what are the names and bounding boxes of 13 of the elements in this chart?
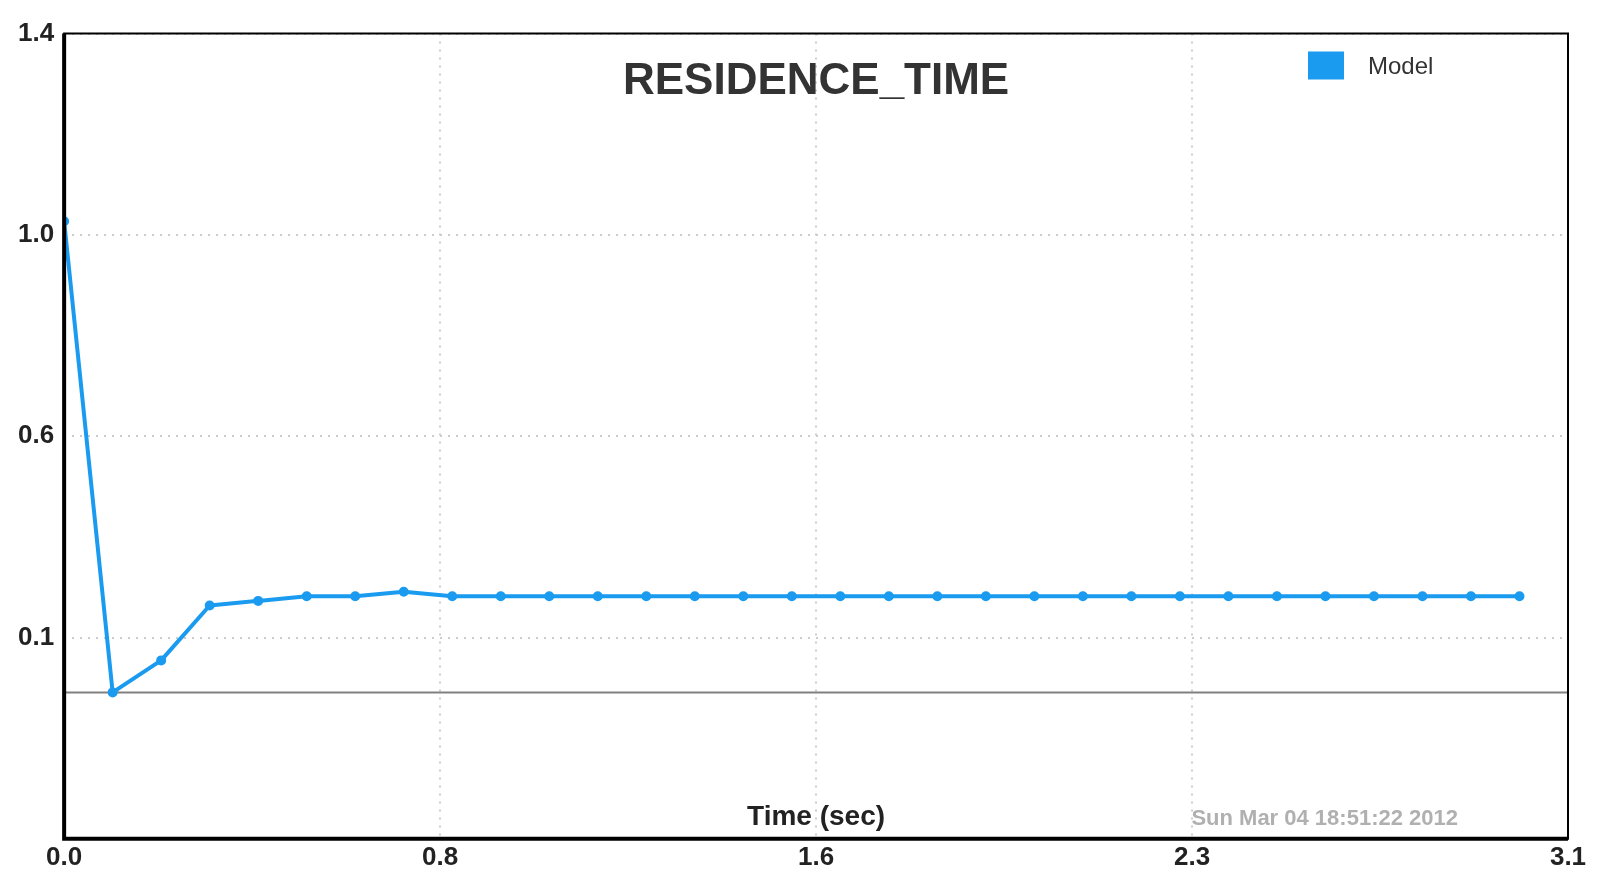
legend-label: Model	[1368, 51, 1434, 79]
x-tick-label: 2.3	[1173, 840, 1211, 871]
y-tick-label: 1.0	[17, 218, 55, 249]
y-tick-label: 0.1	[17, 620, 55, 651]
x-axis-title: Time (sec)	[747, 799, 886, 831]
x-tick-label: 3.1	[1549, 840, 1587, 871]
y-tick-label: 1.4	[17, 16, 55, 47]
annotation: Sun Mar 04 18:51:22 2012	[1191, 804, 1458, 830]
text: RESIDENCE_TIME	[622, 53, 1010, 103]
x-tick-label: 0.8	[422, 840, 459, 871]
x-tick-label: 0.0	[46, 840, 83, 871]
x-tick-label: 1.6	[797, 840, 835, 871]
y-tick-label: 0.6	[17, 419, 55, 450]
